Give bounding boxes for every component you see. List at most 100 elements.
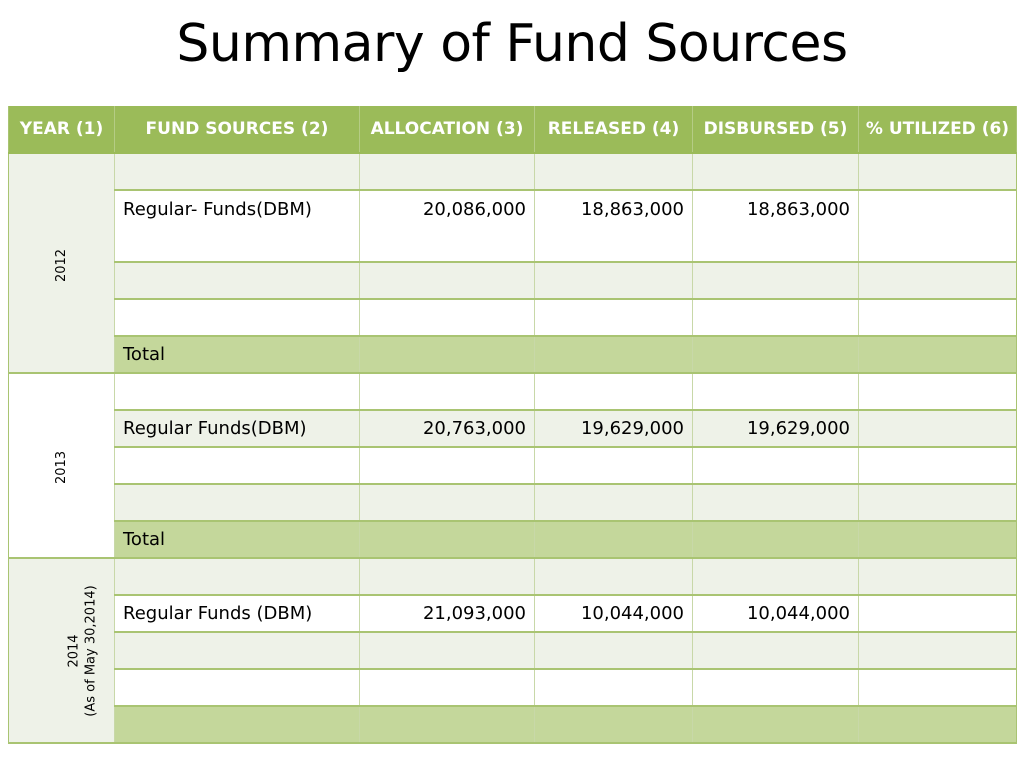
table-row	[9, 632, 1017, 670]
table-row	[9, 669, 1017, 707]
fund-source-cell	[114, 632, 360, 670]
fund-source-cell	[114, 447, 360, 485]
header-fund-sources: FUND SOURCES (2)	[114, 106, 360, 154]
disbursed-cell	[692, 706, 859, 744]
fund-source-cell	[114, 484, 360, 522]
header-year: YEAR (1)	[8, 106, 115, 154]
allocation-cell	[359, 669, 535, 707]
utilized-cell	[858, 669, 1017, 707]
total-row: Total	[9, 336, 1017, 374]
slide-title: Summary of Fund Sources	[176, 14, 848, 74]
released-cell	[534, 632, 693, 670]
year-label: 2013	[54, 450, 69, 485]
allocation-cell	[359, 558, 535, 596]
fund-source-cell	[114, 558, 360, 596]
fund-source-cell: Regular Funds (DBM)	[114, 595, 360, 633]
utilized-cell	[858, 521, 1017, 559]
table-row: 2014 (As of May 30,2014)	[8, 558, 1017, 744]
fund-source-cell: Regular Funds(DBM)	[114, 410, 360, 448]
fund-sources-table: YEAR (1) FUND SOURCES (2) ALLOCATION (3)…	[8, 106, 1017, 744]
released-cell	[534, 484, 693, 522]
disbursed-cell	[692, 153, 859, 191]
allocation-cell	[359, 373, 535, 411]
disbursed-cell	[692, 262, 859, 300]
disbursed-cell	[692, 521, 859, 559]
released-cell	[534, 447, 693, 485]
allocation-cell	[359, 484, 535, 522]
year-label: 2012	[54, 248, 69, 282]
total-label: Total	[114, 336, 360, 374]
allocation-cell: 21,093,000	[359, 595, 535, 633]
table-row: 2012	[8, 153, 1017, 374]
total-label: Total	[114, 521, 360, 559]
utilized-cell	[858, 336, 1017, 374]
utilized-cell	[858, 299, 1017, 337]
utilized-cell	[858, 153, 1017, 191]
allocation-cell	[359, 632, 535, 670]
year-cell-2012: 2012	[8, 153, 115, 374]
utilized-cell	[858, 262, 1017, 300]
table-row	[9, 262, 1017, 300]
utilized-cell	[858, 373, 1017, 411]
disbursed-cell: 10,044,000	[692, 595, 859, 633]
utilized-cell	[858, 706, 1017, 744]
header-disbursed: DISBURSED (5)	[692, 106, 859, 154]
fund-source-cell	[114, 153, 360, 191]
utilized-cell	[858, 595, 1017, 633]
allocation-cell: 20,086,000	[359, 190, 535, 263]
table-row	[9, 484, 1017, 522]
released-cell	[534, 373, 693, 411]
disbursed-cell	[692, 558, 859, 596]
disbursed-cell	[692, 447, 859, 485]
released-cell: 18,863,000	[534, 190, 693, 263]
fund-source-cell: Regular- Funds(DBM)	[114, 190, 360, 263]
allocation-cell	[359, 447, 535, 485]
year-cell-2014: 2014 (As of May 30,2014)	[8, 558, 115, 744]
disbursed-cell: 18,863,000	[692, 190, 859, 263]
disbursed-cell	[692, 669, 859, 707]
released-cell	[534, 153, 693, 191]
released-cell	[534, 558, 693, 596]
released-cell	[534, 336, 693, 374]
utilized-cell	[858, 558, 1017, 596]
released-cell	[534, 669, 693, 707]
released-cell	[534, 706, 693, 744]
table-row: Regular Funds (DBM) 21,093,000 10,044,00…	[9, 595, 1017, 633]
disbursed-cell	[692, 299, 859, 337]
disbursed-cell	[692, 484, 859, 522]
released-cell: 19,629,000	[534, 410, 693, 448]
allocation-cell	[359, 262, 535, 300]
table-row: Regular Funds(DBM) 20,763,000 19,629,000…	[9, 410, 1017, 448]
fund-source-cell	[114, 373, 360, 411]
allocation-cell	[359, 706, 535, 744]
header-allocation: ALLOCATION (3)	[359, 106, 535, 154]
allocation-cell: 20,763,000	[359, 410, 535, 448]
allocation-cell	[359, 153, 535, 191]
total-row: Total	[9, 521, 1017, 559]
released-cell	[534, 299, 693, 337]
utilized-cell	[858, 484, 1017, 522]
header-released: RELEASED (4)	[534, 106, 693, 154]
year-note: (As of May 30,2014)	[83, 584, 99, 717]
utilized-cell	[858, 410, 1017, 448]
header-utilized: % UTILIZED (6)	[858, 106, 1017, 154]
utilized-cell	[858, 447, 1017, 485]
header-row: YEAR (1) FUND SOURCES (2) ALLOCATION (3)…	[8, 106, 1017, 154]
allocation-cell	[359, 299, 535, 337]
fund-source-cell	[114, 669, 360, 707]
table-row: 2013	[8, 373, 1017, 559]
total-label	[114, 706, 360, 744]
released-cell	[534, 262, 693, 300]
table-row	[9, 299, 1017, 337]
fund-source-cell	[114, 262, 360, 300]
released-cell	[534, 521, 693, 559]
total-row	[9, 706, 1017, 744]
year-label: 2014	[66, 633, 82, 668]
table-row	[9, 447, 1017, 485]
table-row: Regular- Funds(DBM) 20,086,000 18,863,00…	[9, 190, 1017, 263]
disbursed-cell	[692, 373, 859, 411]
utilized-cell	[858, 632, 1017, 670]
released-cell: 10,044,000	[534, 595, 693, 633]
year-cell-2013: 2013	[8, 373, 115, 559]
disbursed-cell	[692, 632, 859, 670]
